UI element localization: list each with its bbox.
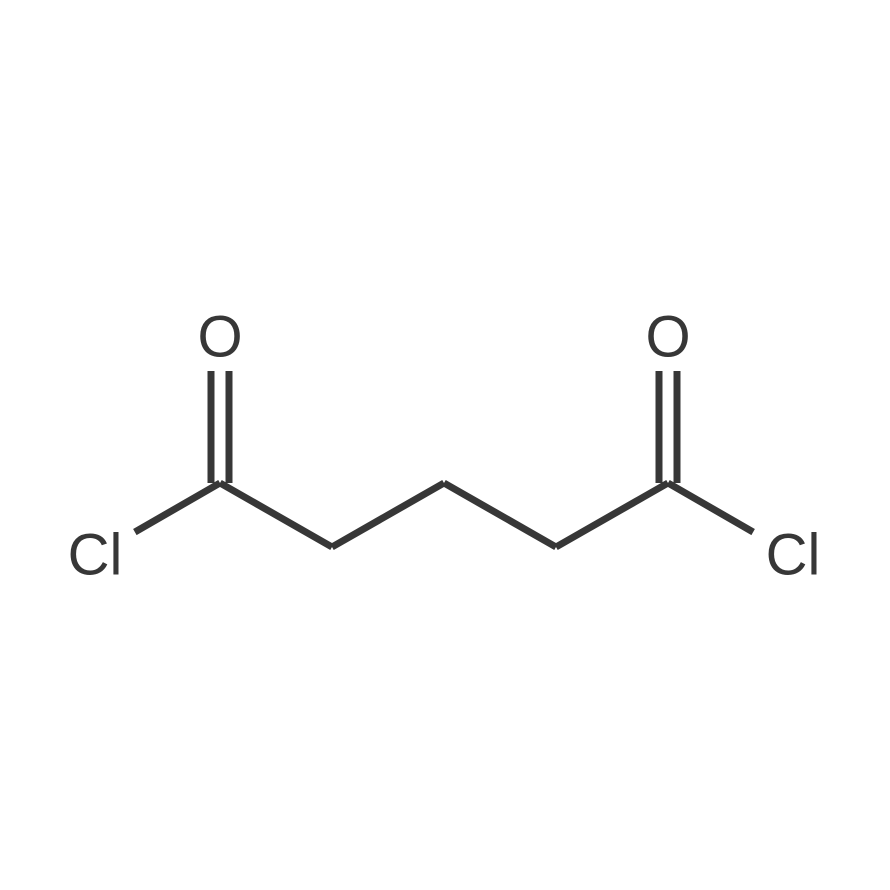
atom-label-o: O: [645, 305, 690, 370]
bond-single: [556, 483, 668, 547]
bond-single: [668, 483, 753, 532]
bond-single: [444, 483, 556, 547]
bond-single: [332, 483, 444, 547]
atom-label-o: O: [197, 305, 242, 370]
atom-label-cl: Cl: [766, 523, 821, 588]
bond-single: [220, 483, 332, 547]
bond-single: [135, 483, 220, 532]
chemical-structure-diagram: Cl O O Cl: [0, 0, 890, 890]
atom-label-cl: Cl: [68, 523, 123, 588]
